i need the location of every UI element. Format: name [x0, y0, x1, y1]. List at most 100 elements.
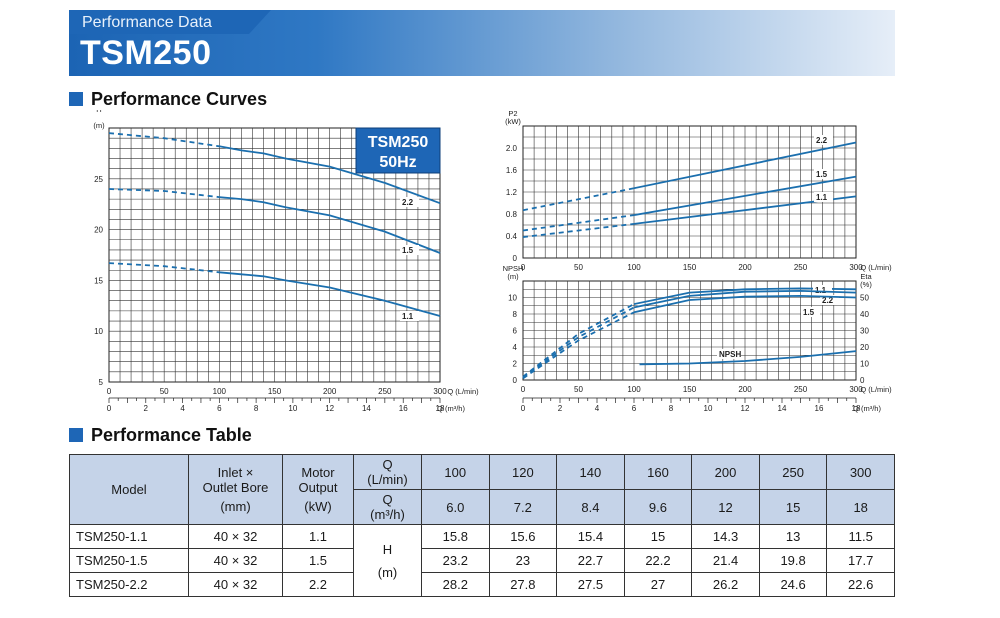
performance-charts: 0 50 100 150 200 250 300 Q (L/min)0 2 4 6 8 10 12 14 16…: [93, 110, 893, 413]
row-bore: 40 × 32: [188, 524, 283, 549]
y2-axis-unit: (%): [860, 280, 872, 289]
row-model: TSM250-2.2: [69, 572, 189, 597]
flow-lmin: 140: [556, 454, 625, 490]
row-head: 22.2: [623, 548, 693, 573]
series-label-bg: [814, 135, 833, 145]
flow-lmin: 120: [488, 454, 558, 490]
y-tick-label: 0.4: [506, 232, 518, 241]
x-axis-label: Q (L/min): [860, 263, 892, 272]
series-line-dashed-1.1: [522, 303, 635, 378]
x-tick-label: 100: [213, 387, 227, 396]
y-tick-label: 1.6: [506, 166, 518, 175]
col-model: Model: [69, 454, 189, 525]
x-tick-label: 50: [574, 385, 583, 394]
y2-tick-label: 10: [860, 360, 869, 369]
col-inlet-l3: (mm): [220, 499, 251, 514]
y-tick-label: 15: [94, 276, 103, 285]
y2-tick-label: 40: [860, 310, 869, 319]
y-tick-label: 20: [94, 226, 103, 235]
flow-m3h: 8.4: [556, 489, 625, 525]
y2-tick-label: 20: [860, 343, 869, 352]
series-line-dashed-1.5: [522, 214, 635, 232]
x-tick-label: 0: [521, 385, 526, 394]
section-table-label: Performance Table: [91, 425, 252, 445]
flow-lmin: 100: [421, 454, 490, 490]
x2-tick-label: 12: [325, 404, 334, 413]
series-label-bg: [814, 192, 833, 202]
series-label-bg: [717, 349, 741, 359]
row-head: 23: [488, 548, 558, 573]
row-head: 17.7: [826, 548, 895, 573]
row-output: 1.1: [282, 524, 354, 549]
x-tick-label: 150: [683, 263, 697, 272]
series-label-bg: [814, 169, 833, 179]
row-output: 2.2: [282, 572, 354, 597]
series-label-1.1: 1.1: [816, 193, 828, 202]
y-axis-label: NPSH: [503, 264, 524, 273]
row-head: 23.2: [421, 548, 490, 573]
table-row: TSM250-1.1 40 × 32 1.1 H (m) 15.8 15.6 1…: [69, 524, 895, 597]
x2-tick-label: 16: [399, 404, 408, 413]
x2-tick-label: 4: [180, 404, 185, 413]
x2-axis-label: Q (m³/h): [437, 404, 465, 413]
y-axis-label: H: [96, 110, 101, 114]
series-label-2.2: 2.2: [402, 198, 414, 207]
y-tick-label: 0.8: [506, 210, 518, 219]
x2-tick-label: 10: [704, 404, 713, 413]
section-curves: Performance Curves: [69, 89, 267, 110]
row-head: 14.3: [691, 524, 760, 549]
series-label-bg: [813, 285, 832, 295]
x-tick-label: 250: [794, 385, 808, 394]
y2-axis-label: Eta: [860, 272, 872, 281]
row-head: 26.2: [691, 572, 760, 597]
page-title: TSM250: [80, 34, 212, 72]
y-tick-label: 0: [513, 254, 518, 263]
row-head: 27.8: [488, 572, 558, 597]
col-q-m3h-l1: Q: [382, 492, 393, 507]
x2-tick-label: 8: [254, 404, 259, 413]
series-label-1.1: 1.1: [815, 286, 827, 295]
table-row: TSM250-1.5 40 × 32 1.5 23.2 23 22.7 22.2…: [69, 548, 895, 573]
series-label-1.5: 1.5: [803, 308, 815, 317]
row-head: 28.2: [421, 572, 490, 597]
y-axis-label: P2: [508, 110, 517, 118]
x2-tick-label: 6: [217, 404, 222, 413]
row-bore: 40 × 32: [188, 572, 283, 597]
flow-lmin: 300: [826, 454, 895, 490]
x-tick-label: 100: [627, 263, 641, 272]
section-square-icon: [69, 92, 83, 106]
section-curves-label: Performance Curves: [91, 89, 268, 109]
row-head: 15: [623, 524, 693, 549]
series-label-1.1: 1.1: [402, 312, 414, 321]
row-head: 24.6: [758, 572, 828, 597]
y-tick-label: 6: [513, 327, 518, 336]
col-q-lmin-l1: Q: [382, 457, 393, 472]
y2-tick-label: 30: [860, 327, 869, 336]
col-inlet: Inlet × Outlet Bore (mm): [188, 454, 283, 525]
y-tick-label: 10: [508, 294, 517, 303]
x-tick-label: 0: [107, 387, 112, 396]
flow-m3h: 18: [826, 489, 895, 525]
series-label-bg: [801, 307, 820, 317]
col-motor: Motor Output (kW): [282, 454, 354, 525]
row-head: 15.4: [556, 524, 625, 549]
col-q-lmin-l2: (L/min): [367, 472, 408, 487]
row-head: 19.8: [758, 548, 828, 573]
series-line-1.5: [633, 175, 857, 216]
x2-tick-label: 0: [107, 404, 112, 413]
flow-m3h: 12: [691, 489, 760, 525]
col-h: H (m): [353, 524, 422, 597]
header-tab: [69, 10, 271, 34]
row-bore: 40 × 32: [188, 548, 283, 573]
flow-m3h: 7.2: [488, 489, 558, 525]
x2-tick-label: 6: [632, 404, 637, 413]
y-tick-label: 5: [99, 378, 104, 387]
y-axis-unit: (m): [507, 272, 519, 281]
y-axis-unit: (m): [93, 121, 105, 130]
y-tick-label: 25: [94, 175, 103, 184]
y-tick-label: 8: [513, 310, 518, 319]
x2-tick-label: 18: [852, 404, 861, 413]
col-motor-l1: Motor: [301, 465, 335, 480]
